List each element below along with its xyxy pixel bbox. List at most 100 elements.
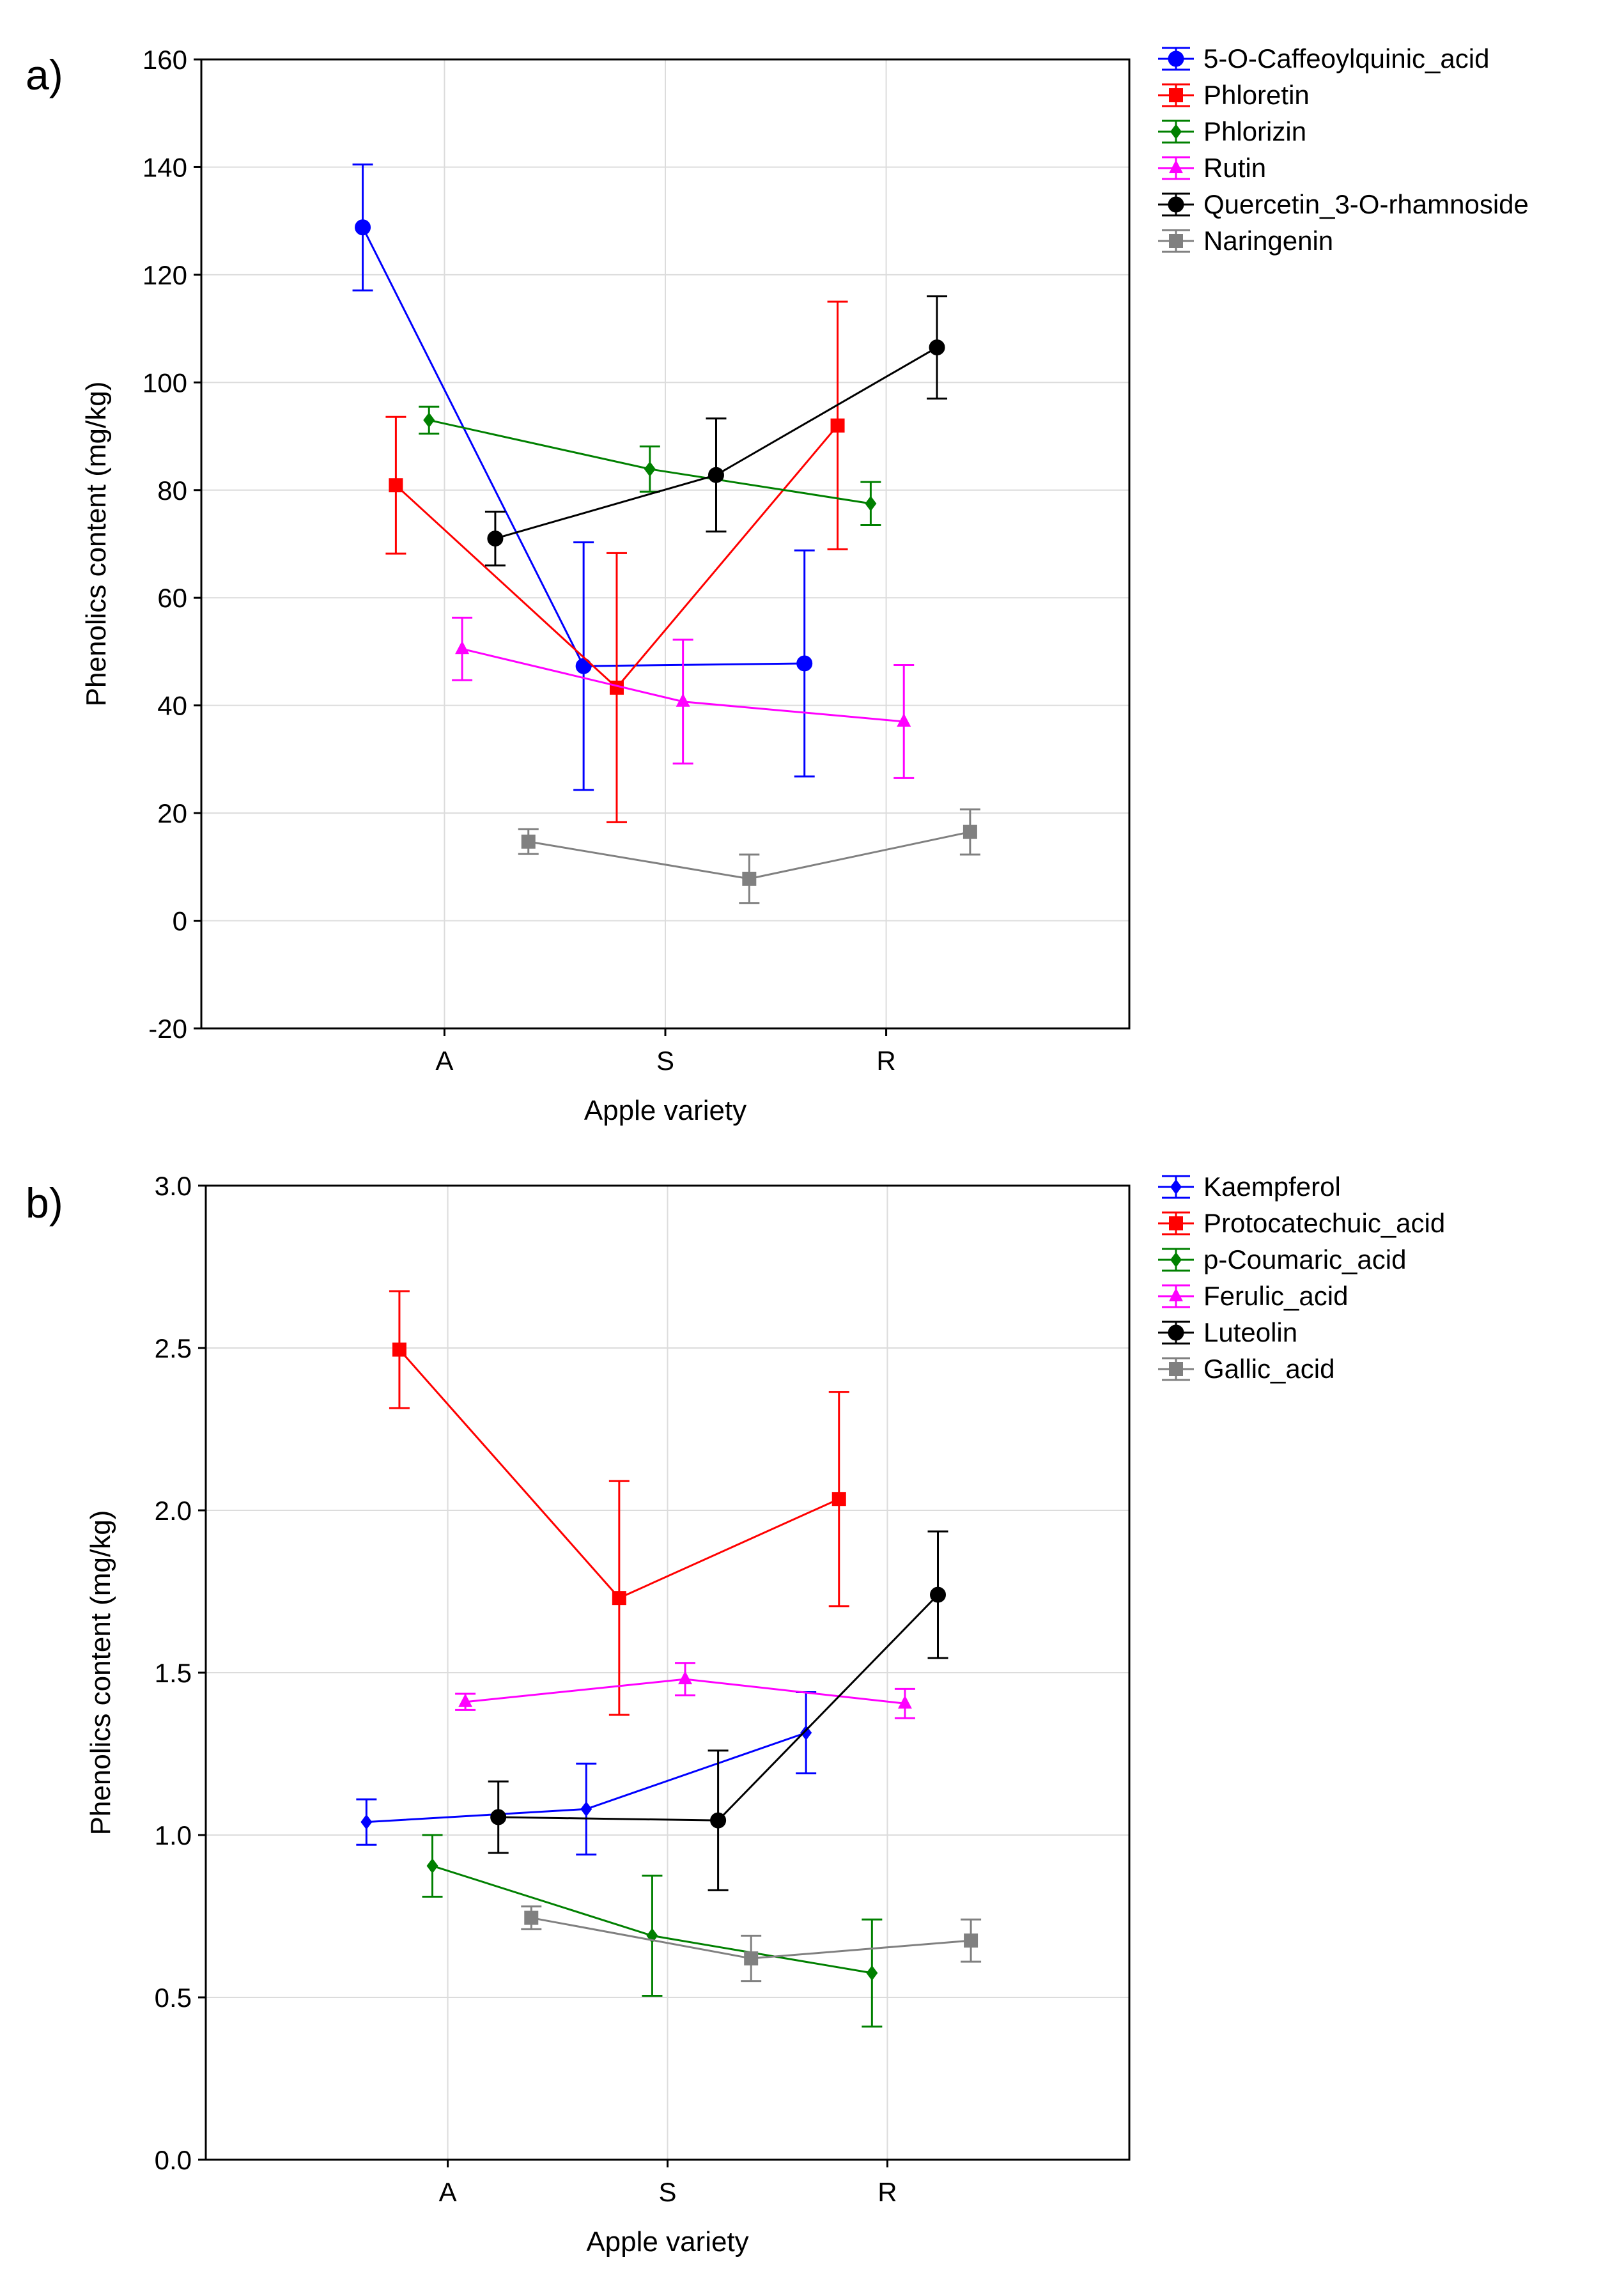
series-phlorizin [419, 405, 881, 527]
panel-label: a) [26, 51, 63, 98]
y-tick-label: 160 [143, 45, 187, 75]
legend-label: Ferulic_acid [1203, 1281, 1348, 1311]
series-phloretin [385, 300, 848, 823]
series-luteolin [488, 1530, 948, 1891]
data-point [929, 339, 945, 356]
legend-marker [1169, 160, 1183, 173]
data-point [392, 1342, 406, 1357]
data-point [865, 495, 877, 511]
data-point [897, 713, 911, 727]
y-tick-label: 1.0 [155, 1820, 192, 1850]
legend: 5-O-Caffeoylquinic_acid Phloretin Phlorizi… [1158, 43, 1529, 256]
legend-label: p-Coumaric_acid [1203, 1244, 1406, 1274]
legend-label: Rutin [1203, 153, 1266, 183]
panel-label: b) [26, 1179, 63, 1227]
panel-b: b) 0.0 0.5 1.0 1.5 2.0 2.5 3.0 A S R Apple variety P… [26, 1171, 1445, 2258]
legend-label: Naringenin [1203, 226, 1333, 256]
legend-item: Phloretin [1158, 80, 1310, 110]
y-tick-label: 60 [157, 583, 187, 613]
data-point [930, 1586, 947, 1603]
x-tick-label: A [435, 1046, 453, 1076]
x-tick-label: R [878, 2177, 897, 2207]
legend: Kaempferol Protocatechuic_acid p-Coumaric_… [1158, 1172, 1445, 1384]
data-point [423, 412, 435, 428]
data-point [964, 1933, 978, 1948]
series-protocatechuic-acid [389, 1290, 849, 1716]
data-point [796, 655, 813, 672]
data-point [580, 1801, 592, 1817]
legend-item: Phlorizin [1158, 116, 1306, 146]
y-tick-label: 100 [143, 368, 187, 398]
y-tick-label: 0 [173, 906, 187, 936]
legend-marker [1168, 50, 1184, 67]
data-point [963, 825, 977, 839]
data-point [426, 1858, 438, 1874]
series-p-coumaric-acid [422, 1834, 883, 2028]
legend-marker [1169, 1216, 1183, 1230]
data-point [897, 1695, 912, 1709]
legend-marker [1169, 88, 1183, 102]
x-tick-label: S [656, 1046, 674, 1076]
legend-marker [1170, 124, 1182, 139]
y-tick-label: -20 [148, 1014, 187, 1044]
legend-item: Luteolin [1158, 1317, 1297, 1347]
series-naringenin [518, 808, 980, 904]
data-point [742, 871, 757, 886]
legend-label: Protocatechuic_acid [1203, 1208, 1445, 1238]
x-axis-title: Apple variety [584, 1095, 746, 1126]
data-point [866, 1965, 878, 1981]
y-tick-label: 140 [143, 152, 187, 182]
data-point [389, 478, 403, 493]
series-rutin [452, 616, 915, 779]
y-tick-label: 1.5 [155, 1658, 192, 1688]
data-point [612, 1591, 626, 1606]
legend-marker [1169, 1362, 1183, 1376]
x-tick-label: S [658, 2177, 676, 2207]
legend-item: Kaempferol [1158, 1172, 1341, 1202]
legend-marker [1169, 234, 1183, 248]
data-point [831, 1492, 846, 1507]
data-point [355, 219, 371, 236]
y-tick-label: 40 [157, 691, 187, 721]
legend-item: Ferulic_acid [1158, 1281, 1348, 1311]
legend-item: Naringenin [1158, 226, 1333, 256]
panel-a: a) -20 0 20 40 60 80 100 120 140 160 A S R Apple varie… [26, 43, 1529, 1126]
legend-label: Luteolin [1203, 1317, 1297, 1347]
y-axis-title: Phenolics content (mg/kg) [81, 382, 112, 707]
data-point [360, 1814, 373, 1830]
data-point [800, 1724, 812, 1740]
data-point [644, 461, 656, 477]
legend-item: p-Coumaric_acid [1158, 1244, 1406, 1274]
data-point [458, 1693, 473, 1707]
y-tick-label: 2.0 [155, 1496, 192, 1526]
data-point [830, 418, 845, 433]
legend-item: 5-O-Caffeoylquinic_acid [1158, 43, 1489, 74]
legend-label: Kaempferol [1203, 1172, 1341, 1202]
y-tick-label: 20 [157, 798, 187, 828]
y-tick-label: 120 [143, 260, 187, 290]
data-point [678, 1671, 693, 1685]
legend-label: Gallic_acid [1203, 1354, 1334, 1384]
legend-item: Quercetin_3-O-rhamnoside [1158, 189, 1529, 219]
legend-label: 5-O-Caffeoylquinic_acid [1203, 43, 1489, 74]
x-tick-label: R [876, 1046, 895, 1076]
data-point [455, 640, 470, 655]
y-tick-label: 80 [157, 476, 187, 506]
y-tick-label: 0.5 [155, 1983, 192, 2013]
data-point [744, 1951, 759, 1966]
y-tick-label: 3.0 [155, 1171, 192, 1201]
series-kaempferol [356, 1691, 817, 1855]
y-tick-label: 0.0 [155, 2145, 192, 2175]
legend-marker [1168, 196, 1184, 213]
legend-marker [1170, 1252, 1182, 1267]
data-point [487, 531, 504, 547]
x-tick-label: A [439, 2177, 457, 2207]
legend-label: Quercetin_3-O-rhamnoside [1203, 189, 1529, 219]
data-point [521, 834, 536, 849]
legend-label: Phlorizin [1203, 116, 1306, 146]
series-ferulic-acid [455, 1662, 915, 1719]
data-point [575, 658, 592, 674]
x-axis-title: Apple variety [586, 2226, 748, 2258]
data-point [490, 1809, 507, 1825]
